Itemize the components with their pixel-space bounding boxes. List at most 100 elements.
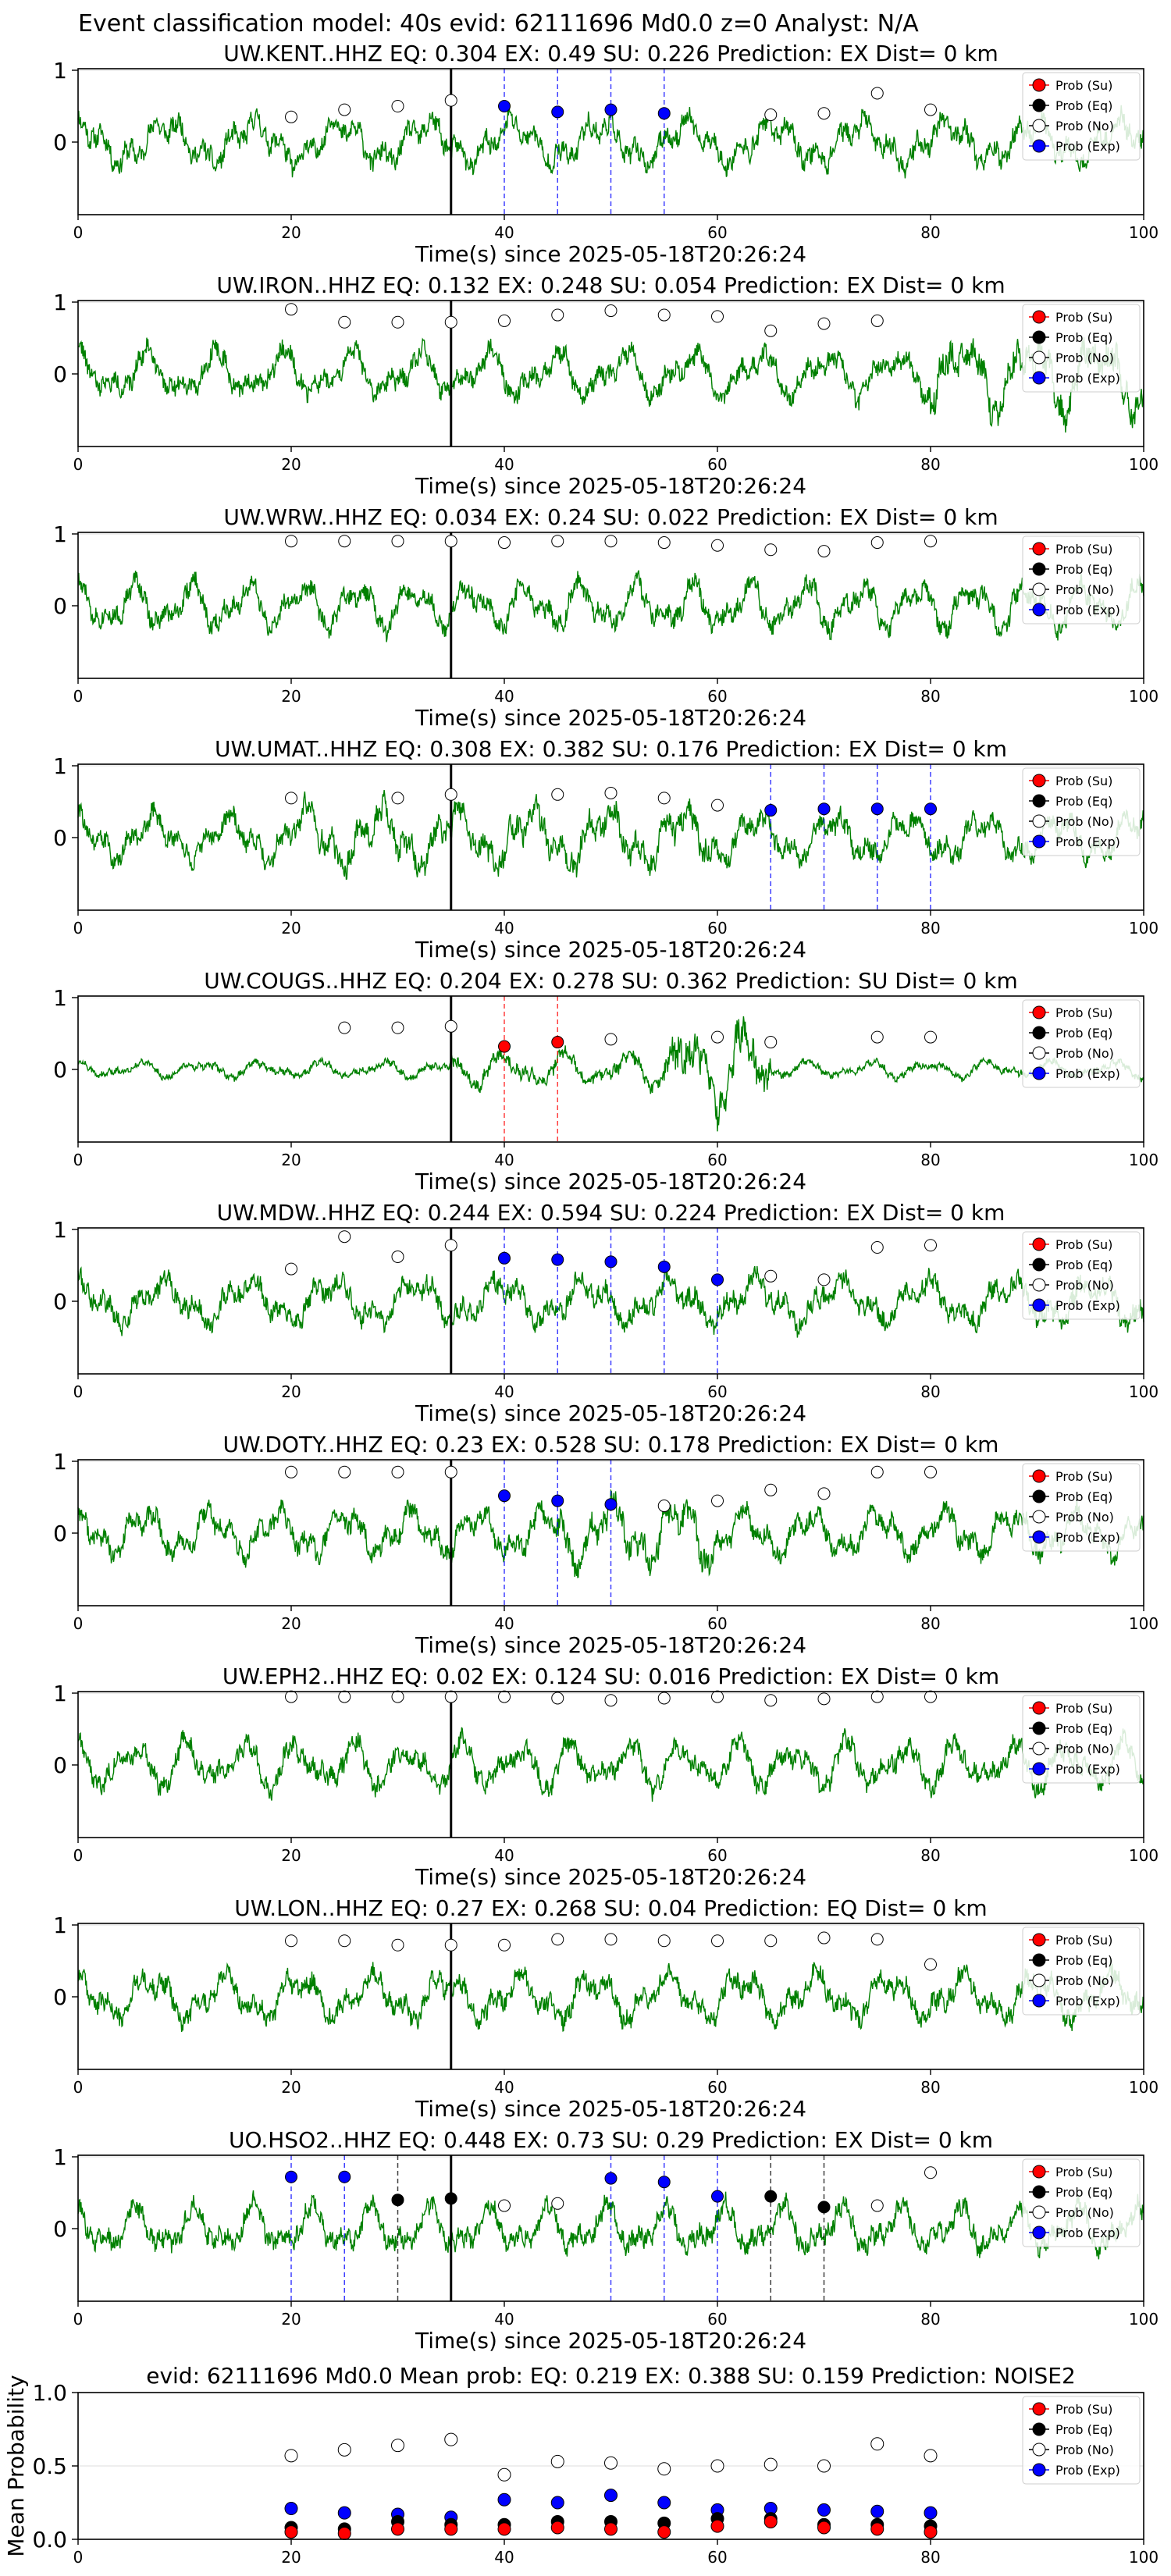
legend-label-exp: Prob (Exp) <box>1055 1530 1120 1545</box>
legend-label-exp: Prob (Exp) <box>1055 1762 1120 1777</box>
legend-marker-no <box>1032 2205 1046 2219</box>
x-tick-label: 100 <box>1129 2310 1159 2329</box>
prob-marker-no <box>657 308 671 322</box>
prob-marker-exp <box>604 103 618 116</box>
mean-prob-marker-su <box>550 2521 564 2535</box>
prob-marker-no <box>444 535 457 548</box>
x-tick-label: 40 <box>494 2078 514 2097</box>
y-tick-label: 0.5 <box>32 2453 67 2479</box>
x-tick-label: 100 <box>1129 455 1159 474</box>
x-tick-label: 60 <box>707 1382 727 1401</box>
prob-marker-no <box>498 2199 511 2212</box>
x-tick-label: 20 <box>281 687 301 706</box>
prob-marker-eq <box>817 2201 831 2214</box>
legend-label-eq: Prob (Eq) <box>1055 1258 1112 1272</box>
prob-marker-no <box>444 788 457 801</box>
prob-marker-no <box>764 543 778 557</box>
prob-marker-no <box>551 1692 564 1705</box>
waveform-panel-uw-eph2-hhz: UW.EPH2..HHZ EQ: 0.02 EX: 0.124 SU: 0.01… <box>53 1663 1159 1890</box>
legend-box <box>1022 535 1141 624</box>
x-axis-label: Time(s) since 2025-05-18T20:26:24 <box>415 2096 806 2122</box>
x-tick-label: 20 <box>281 1151 301 1169</box>
panel-title: UW.EPH2..HHZ EQ: 0.02 EX: 0.124 SU: 0.01… <box>222 1663 999 1689</box>
legend-marker-su <box>1032 1005 1046 1019</box>
legend-box <box>1022 72 1141 161</box>
x-tick-label: 0 <box>73 2548 84 2567</box>
prob-marker-exp <box>764 804 778 817</box>
x-tick-label: 100 <box>1129 1151 1159 1169</box>
panel-title: UW.COUGS..HHZ EQ: 0.204 EX: 0.278 SU: 0.… <box>204 968 1018 994</box>
prob-marker-no <box>285 535 297 548</box>
legend-marker-eq <box>1032 1026 1046 1040</box>
prob-marker-exp <box>551 1253 564 1266</box>
mean-prob-marker-exp <box>924 2506 938 2520</box>
axes-frame <box>77 995 1144 1143</box>
prob-marker-exp <box>870 802 884 816</box>
prob-marker-no <box>338 103 351 116</box>
x-tick-label: 20 <box>281 1614 301 1633</box>
prob-marker-no <box>711 1690 724 1703</box>
x-tick-label: 100 <box>1129 1846 1159 1865</box>
prob-marker-no <box>764 1934 778 1948</box>
panel-title: UW.WRW..HHZ EQ: 0.034 EX: 0.24 SU: 0.022… <box>223 504 998 530</box>
legend-label-no: Prob (No) <box>1055 1973 1114 1988</box>
legend-label-no: Prob (No) <box>1055 1510 1114 1525</box>
prob-marker-no <box>604 535 618 548</box>
x-tick-label: 40 <box>494 2548 514 2567</box>
prob-marker-no <box>338 1021 351 1034</box>
x-tick-label: 0 <box>73 2078 84 2097</box>
legend-label-no: Prob (No) <box>1055 1278 1114 1293</box>
prob-marker-no <box>551 535 564 548</box>
legend-label-eq: Prob (Eq) <box>1055 794 1112 809</box>
prob-marker-exp <box>604 1255 618 1268</box>
panel-title: UW.UMAT..HHZ EQ: 0.308 EX: 0.382 SU: 0.1… <box>215 736 1007 762</box>
prob-marker-eq <box>444 2192 457 2205</box>
legend-box <box>1022 1231 1141 1320</box>
prob-marker-no <box>870 536 884 550</box>
x-tick-label: 60 <box>707 455 727 474</box>
prob-marker-no <box>870 1690 884 1703</box>
y-tick-label: 0 <box>53 2216 67 2242</box>
mean-prob-marker-exp <box>817 2503 831 2517</box>
legend-box <box>1022 304 1141 393</box>
prob-marker-no <box>817 107 831 120</box>
prob-marker-no <box>285 1262 297 1276</box>
mean-prob-marker-no <box>657 2462 671 2476</box>
x-axis-label: Time(s) since 2025-05-18T20:26:24 <box>415 2328 806 2354</box>
y-tick-label: 0 <box>53 1289 67 1315</box>
prob-marker-no <box>764 1483 778 1496</box>
x-axis-label: Time(s) since 2025-05-18T20:26:24 <box>415 705 806 731</box>
mean-prob-marker-exp <box>604 2489 618 2503</box>
x-tick-label: 0 <box>73 919 84 938</box>
legend-label-no: Prob (No) <box>1055 350 1114 365</box>
x-tick-label: 20 <box>281 2078 301 2097</box>
legend-marker-su <box>1032 310 1046 324</box>
mean-prob-marker-no <box>604 2456 618 2470</box>
mean-prob-marker-su <box>497 2522 511 2536</box>
legend-box <box>1022 999 1141 1088</box>
x-tick-label: 20 <box>281 223 301 242</box>
x-tick-label: 40 <box>494 919 514 938</box>
prob-marker-no <box>870 1933 884 1946</box>
y-tick-label: 0 <box>53 1521 67 1546</box>
y-tick-label: 1 <box>53 2144 67 2170</box>
prob-marker-eq <box>391 2194 404 2207</box>
x-axis-label: Time(s) since 2025-05-18T20:26:24 <box>415 937 806 962</box>
prob-marker-no <box>817 1931 831 1944</box>
prob-marker-no <box>870 314 884 327</box>
legend-label-no: Prob (No) <box>1055 2443 1114 2457</box>
prob-marker-no <box>711 1934 724 1948</box>
prob-marker-no <box>764 109 778 122</box>
prob-marker-no <box>338 1465 351 1478</box>
x-tick-label: 60 <box>707 2078 727 2097</box>
mean-prob-marker-no <box>817 2459 831 2473</box>
prob-marker-no <box>551 788 564 801</box>
mean-prob-marker-exp <box>497 2492 511 2507</box>
x-tick-label: 60 <box>707 2310 727 2329</box>
prob-marker-no <box>391 792 404 805</box>
x-tick-label: 60 <box>707 2548 727 2567</box>
mean-prob-marker-no <box>924 2449 938 2463</box>
mean-prob-marker-su <box>817 2521 831 2535</box>
prob-marker-exp <box>551 1494 564 1507</box>
